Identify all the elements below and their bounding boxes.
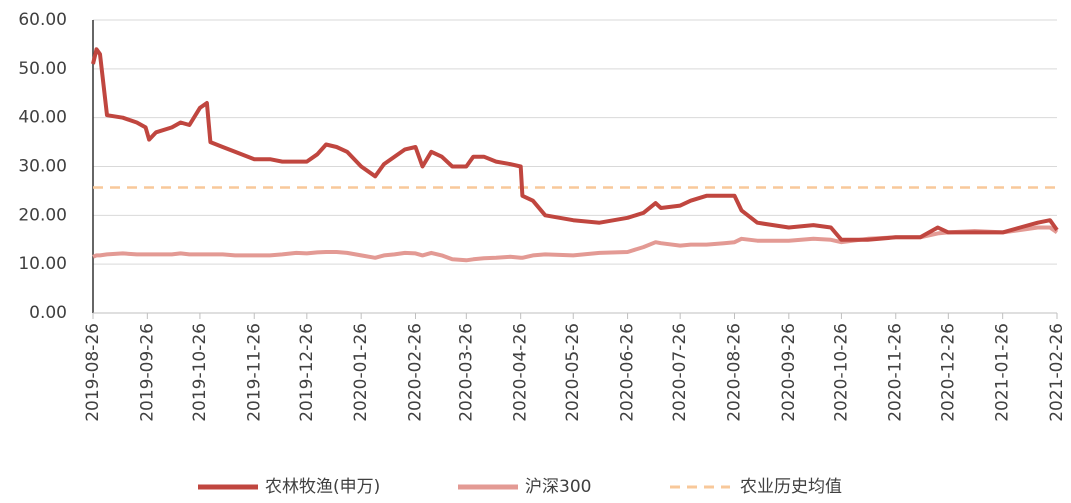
x-tick-label: 2019-10-26 [190,323,210,422]
x-tick-label: 2020-08-26 [724,323,744,422]
x-tick-label: 2020-04-26 [511,323,531,422]
x-tick-label: 2019-12-26 [297,323,317,422]
x-tick-label: 2020-10-26 [831,323,851,422]
x-tick-label: 2021-01-26 [993,323,1013,422]
legend-label: 农业历史均值 [740,477,842,497]
x-tick-label: 2020-01-26 [351,323,371,422]
legend-label: 农林牧渔(申万) [265,477,380,497]
y-tick-label: 20.00 [18,205,67,225]
legend-label: 沪深300 [525,477,591,497]
x-tick-label: 2020-11-26 [886,323,906,422]
x-tick-label: 2020-05-26 [563,323,583,422]
x-tick-label: 2021-02-26 [1047,323,1067,422]
series-line [92,225,1059,263]
y-tick-label: 50.00 [18,59,67,79]
y-tick-label: 0.00 [29,303,67,323]
x-tick-label: 2019-11-26 [244,323,264,422]
x-tick-label: 2020-06-26 [618,323,638,422]
x-tick-label: 2020-12-26 [938,323,958,422]
x-tick-label: 2019-09-26 [137,323,157,422]
x-tick-label: 2020-03-26 [456,323,476,422]
x-tick-label: 2019-08-26 [83,323,103,422]
x-tick-label: 2020-07-26 [670,323,690,422]
x-tick-label: 2020-09-26 [779,323,799,422]
y-tick-label: 30.00 [18,157,67,177]
y-tick-label: 40.00 [18,108,67,128]
series-line [91,47,1059,242]
y-tick-label: 60.00 [18,10,67,30]
y-tick-label: 10.00 [18,254,67,274]
x-tick-label: 2020-02-26 [406,323,426,422]
